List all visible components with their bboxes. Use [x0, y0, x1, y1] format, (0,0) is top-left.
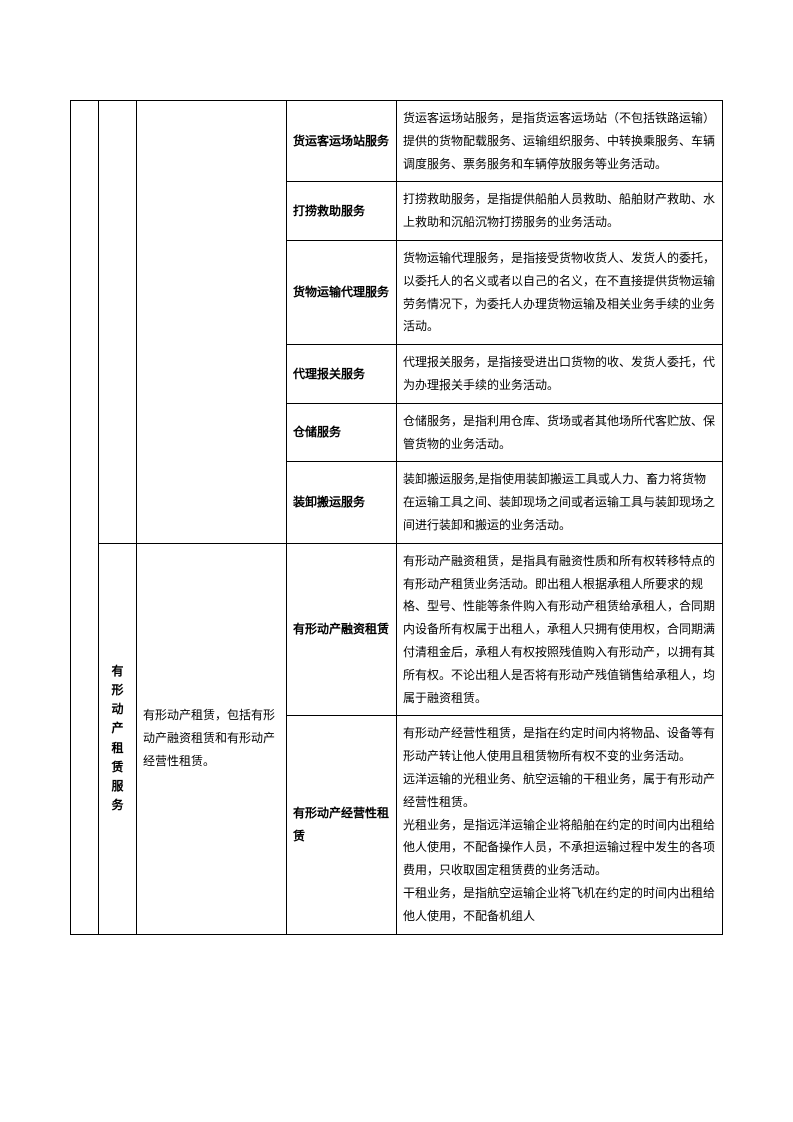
- group-label: 有形动产租赁服务: [111, 664, 123, 812]
- service-desc: 仓储服务，是指利用仓库、货场或者其他场所代客贮放、保管货物的业务活动。: [403, 414, 715, 451]
- col2-spacer-top: [99, 101, 137, 544]
- page: 货运客运场站服务 货运客运场站服务，是指货运客运场站（不包括铁路运输）提供的货物…: [0, 0, 793, 1122]
- service-desc: 货运客运场站服务，是指货运客运场站（不包括铁路运输）提供的货物配载服务、运输组织…: [403, 111, 715, 171]
- service-table: 货运客运场站服务 货运客运场站服务，是指货运客运场站（不包括铁路运输）提供的货物…: [70, 100, 723, 935]
- service-desc-cell: 货物运输代理服务，是指接受货物收货人、发货人的委托，以委托人的名义或者以自己的名…: [397, 240, 723, 344]
- service-desc-cell: 有形动产融资租赁，是指具有融资性质和所有权转移特点的有形动产租赁业务活动。即出租…: [397, 543, 723, 716]
- service-name-cell: 有形动产经营性租赁: [287, 716, 397, 934]
- service-desc-cell: 打捞救助服务，是指提供船舶人员救助、船舶财产救助、水上救助和沉船沉物打捞服务的业…: [397, 182, 723, 241]
- service-name-cell: 仓储服务: [287, 403, 397, 462]
- service-name-cell: 装卸搬运服务: [287, 462, 397, 543]
- service-desc: 打捞救助服务，是指提供船舶人员救助、船舶财产救助、水上救助和沉船沉物打捞服务的业…: [403, 192, 715, 229]
- service-name: 打捞救助服务: [293, 204, 365, 218]
- service-desc-cell: 有形动产经营性租赁，是指在约定时间内将物品、设备等有形动产转让他人使用且租赁物所…: [397, 716, 723, 934]
- service-name: 货运客运场站服务: [293, 134, 389, 148]
- service-name: 代理报关服务: [293, 367, 365, 381]
- service-name: 仓储服务: [293, 425, 341, 439]
- service-desc-cell: 装卸搬运服务,是指使用装卸搬运工具或人力、畜力将货物在运输工具之间、装卸现场之间…: [397, 462, 723, 543]
- service-desc-cell: 仓储服务，是指利用仓库、货场或者其他场所代客贮放、保管货物的业务活动。: [397, 403, 723, 462]
- col1-spacer: [71, 101, 99, 935]
- service-name: 有形动产经营性租赁: [293, 806, 389, 843]
- service-desc: 有形动产经营性租赁，是指在约定时间内将物品、设备等有形动产转让他人使用且租赁物所…: [403, 726, 715, 922]
- service-desc: 代理报关服务，是指接受进出口货物的收、发货人委托，代为办理报关手续的业务活动。: [403, 355, 715, 392]
- service-name: 货物运输代理服务: [293, 285, 389, 299]
- col3-spacer-top: [137, 101, 287, 544]
- group-desc: 有形动产租赁，包括有形动产融资租赁和有形动产经营性租赁。: [143, 708, 275, 768]
- service-desc: 货物运输代理服务，是指接受货物收货人、发货人的委托，以委托人的名义或者以自己的名…: [403, 251, 715, 333]
- service-name: 装卸搬运服务: [293, 495, 365, 509]
- service-name-cell: 货运客运场站服务: [287, 101, 397, 182]
- service-name-cell: 代理报关服务: [287, 345, 397, 404]
- group-desc-cell: 有形动产租赁，包括有形动产融资租赁和有形动产经营性租赁。: [137, 543, 287, 934]
- group-label-cell: 有形动产租赁服务: [99, 543, 137, 934]
- service-desc-cell: 代理报关服务，是指接受进出口货物的收、发货人委托，代为办理报关手续的业务活动。: [397, 345, 723, 404]
- service-desc-cell: 货运客运场站服务，是指货运客运场站（不包括铁路运输）提供的货物配载服务、运输组织…: [397, 101, 723, 182]
- service-desc: 有形动产融资租赁，是指具有融资性质和所有权转移特点的有形动产租赁业务活动。即出租…: [403, 554, 715, 705]
- service-name-cell: 有形动产融资租赁: [287, 543, 397, 716]
- service-name-cell: 打捞救助服务: [287, 182, 397, 241]
- service-name: 有形动产融资租赁: [293, 622, 389, 636]
- service-name-cell: 货物运输代理服务: [287, 240, 397, 344]
- service-desc: 装卸搬运服务,是指使用装卸搬运工具或人力、畜力将货物在运输工具之间、装卸现场之间…: [403, 472, 715, 532]
